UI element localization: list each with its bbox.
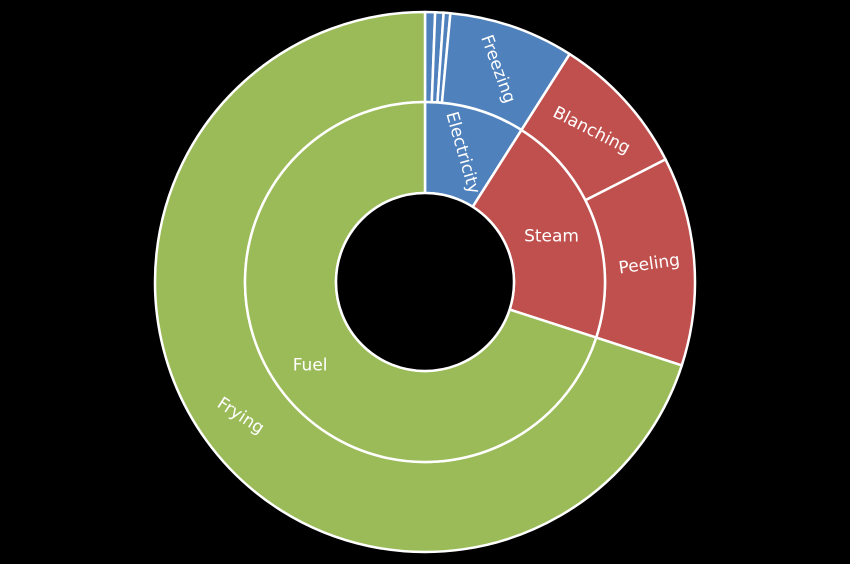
inner-label-fuel: Fuel	[293, 355, 328, 375]
inner-label-steam: Steam	[524, 226, 579, 246]
chart-center-hole	[334, 191, 516, 373]
